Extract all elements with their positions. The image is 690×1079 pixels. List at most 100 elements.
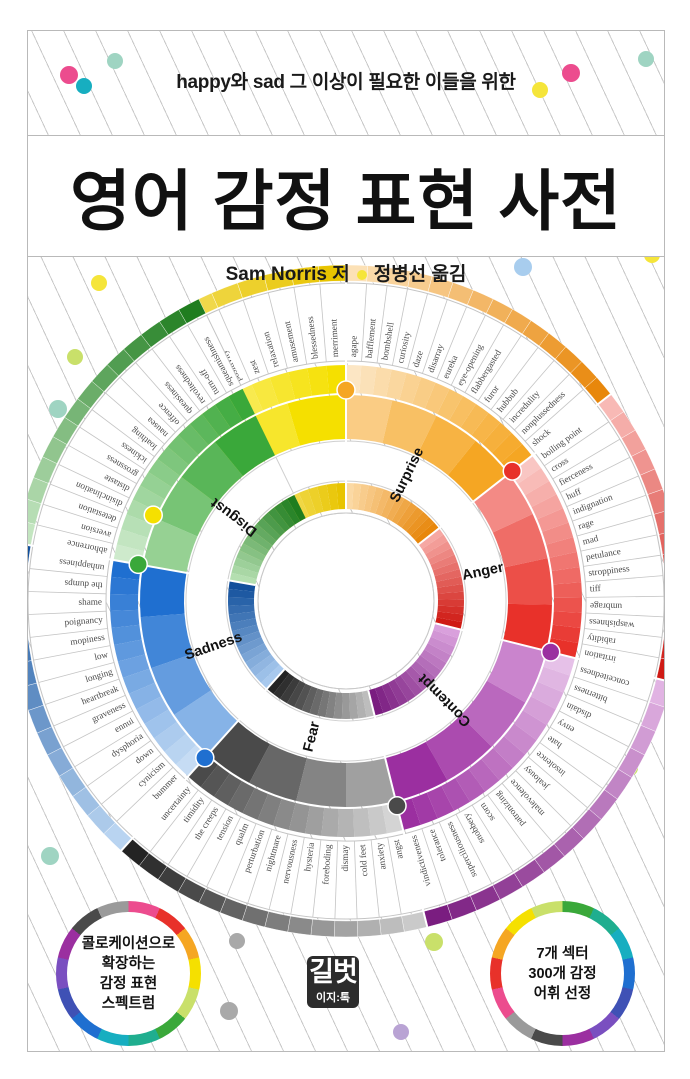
wheel-word-divider	[353, 840, 358, 919]
decorative-dot	[91, 275, 107, 291]
decorative-dot	[393, 1024, 409, 1040]
wheel-word-label: rage	[577, 517, 595, 531]
wheel-word-divider	[544, 421, 609, 467]
wheel-inner-band-cell	[229, 572, 257, 586]
wheel-rim-cell	[662, 554, 664, 568]
wheel-inner-band-cell	[241, 643, 268, 663]
wheel-inner-band-cell	[434, 569, 462, 582]
wheel-boundary-dot	[128, 554, 148, 575]
wheel-word-divider	[119, 376, 176, 433]
wheel-label-ring	[187, 456, 295, 581]
wheel-word-label: umbrage	[590, 601, 622, 612]
wheel-word-divider	[407, 293, 428, 370]
wheel-inner-band-cell	[375, 685, 392, 713]
wheel-mid-cell	[346, 758, 396, 807]
wheel-word-divider	[455, 814, 493, 884]
wheel-inner-band-cell	[250, 654, 276, 677]
wheel-inner-band-cell	[437, 583, 464, 594]
wheel-outer-cell	[550, 624, 581, 644]
wheel-inner-band-cell	[228, 611, 256, 623]
wheel-word-divider	[585, 612, 664, 618]
wheel-outer-cell	[117, 654, 150, 678]
wheel-word-divider	[101, 754, 162, 805]
wheel-mid-cell	[346, 395, 393, 444]
wheel-inner-band-cell	[298, 489, 317, 517]
wheel-outer-cell	[132, 485, 165, 512]
decorative-dot	[41, 847, 59, 865]
title-band: 영어 감정 표현 사전	[28, 135, 664, 257]
wheel-boundary-dot	[143, 505, 163, 525]
wheel-outer-cell	[337, 808, 355, 837]
wheel-word-divider	[290, 837, 305, 915]
wheel-outer-cell	[136, 696, 169, 725]
wheel-inner-band-cell	[415, 655, 442, 678]
wheel-rim-cell	[178, 298, 206, 324]
wheel-inner-band-cell	[267, 669, 290, 694]
wheel-inner-band-cell	[273, 673, 295, 699]
wheel-outer-cell	[537, 666, 570, 693]
badge-left-text: 콜로케이션으로 확장하는 감정 표현 스펙트럼	[67, 912, 190, 1035]
wheel-inner-band-cell	[349, 692, 359, 719]
wheel-inner-band-cell	[231, 565, 259, 579]
wheel-inner-band-cell	[435, 617, 463, 630]
wheel-word-label: the dumps	[64, 578, 103, 591]
wheel-outer-cell	[144, 709, 177, 739]
wheel-word-label: foreboding	[320, 844, 333, 885]
wheel-word-divider	[502, 360, 555, 420]
wheel-outer-cell	[531, 494, 564, 520]
wheel-outer-cell	[553, 597, 582, 613]
wheel-outer-cell	[228, 781, 255, 814]
wheel-word-divider	[450, 315, 486, 386]
wheel-word-divider	[566, 693, 640, 725]
wheel-word-label: tiff	[589, 583, 601, 594]
wheel-inner-band-cell	[287, 680, 306, 708]
wheel-word-divider	[226, 823, 257, 896]
wheel-inner-band-cell	[411, 660, 436, 685]
wheel-mid-cell	[385, 741, 448, 801]
wheel-outer-cell	[114, 639, 145, 662]
wheel-word-ring	[32, 314, 242, 560]
decorative-dot	[562, 64, 580, 82]
wheel-inner-band-cell	[381, 682, 401, 710]
wheel-word-divider	[53, 694, 126, 727]
wheel-mid-cell	[140, 613, 193, 669]
wheel-word-divider	[585, 595, 664, 598]
wheel-word-divider	[421, 828, 447, 903]
wheel-inner-band-cell	[380, 491, 398, 519]
decorative-dot	[107, 53, 123, 69]
wheel-inner-band-cell	[294, 683, 312, 711]
wheel-inner-band-cell	[418, 528, 444, 550]
wheel-outer-cell	[307, 365, 329, 396]
wheel-word-label: hysteria	[302, 842, 316, 872]
wheel-word-divider	[29, 568, 108, 577]
wheel-word-divider	[247, 829, 273, 904]
wheel-inner-band-cell	[355, 691, 367, 719]
wheel-inner-band-cell	[301, 686, 318, 714]
wheel-inner-band-cell	[437, 591, 464, 600]
wheel-inner-band-cell	[361, 690, 375, 718]
wheel-inner-band-cell	[228, 580, 256, 592]
wheel-inner-band-cell	[410, 516, 435, 540]
wheel-rim-cell	[310, 919, 336, 938]
wheel-inner-band-cell	[388, 679, 409, 706]
wheel-word-divider	[549, 726, 617, 769]
wheel-inner-band-cell	[430, 630, 458, 647]
wheel-inner-band-cell	[280, 677, 300, 704]
wheel-outer-cell	[542, 522, 574, 545]
wheel-outer-cell	[546, 537, 577, 558]
wheel-word-divider	[539, 742, 604, 789]
wheel-word-divider	[50, 483, 123, 514]
wheel-word-label: agape	[348, 336, 359, 358]
wheel-word-divider	[74, 725, 142, 768]
wheel-word-label: cold feet	[357, 844, 369, 877]
publisher-name: 길벗	[309, 957, 358, 987]
wheel-word-divider	[149, 789, 199, 852]
wheel-outer-cell	[140, 471, 172, 500]
wheel-inner-band-cell	[400, 670, 423, 697]
wheel-outer-cell	[257, 793, 282, 826]
wheel-outer-cell	[386, 369, 407, 400]
wheel-inner-band-cell	[326, 483, 339, 511]
wheel-outer-cell	[200, 764, 230, 797]
wheel-inner-band-cell	[228, 588, 255, 599]
badge-right-text: 7개 섹터 300개 감정 어휘 선정	[501, 912, 624, 1035]
